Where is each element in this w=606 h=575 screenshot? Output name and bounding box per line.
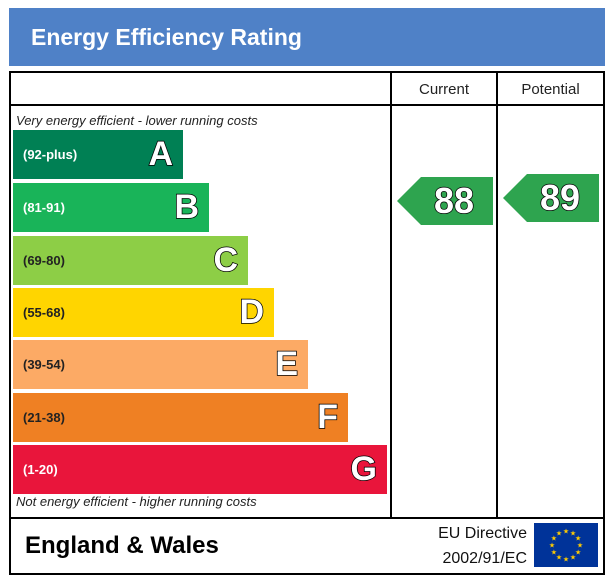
band-letter: C (213, 240, 239, 280)
directive-label: EU Directive (438, 525, 527, 542)
potential-column-header: Potential (521, 81, 580, 98)
header-divider (11, 104, 603, 106)
current-column-header: Current (418, 81, 470, 98)
band-range: (81-91) (23, 200, 65, 215)
star-icon: ★ (575, 535, 581, 543)
band-a: (92-plus) A (13, 130, 183, 179)
rating-chart: Current Potential Very energy efficient … (9, 71, 605, 575)
band-letter: A (148, 134, 174, 174)
star-icon: ★ (570, 554, 576, 562)
band-range: (39-54) (23, 357, 65, 372)
potential-rating-value: 89 (539, 176, 581, 219)
band-e: (39-54) E (13, 340, 308, 389)
star-icon: ★ (563, 528, 569, 536)
band-d: (55-68) D (13, 288, 274, 337)
region-label: England & Wales (25, 532, 219, 559)
star-icon: ★ (551, 549, 557, 557)
eu-stars: ★★★★★★★★★ ★ ★★ (549, 528, 583, 564)
page-title: Energy Efficiency Rating (9, 8, 605, 66)
band-letter: G (350, 449, 378, 489)
band-range: (1-20) (23, 462, 58, 477)
efficient-caption: Very energy efficient - lower running co… (16, 113, 258, 128)
band-g: (1-20) G (13, 445, 387, 494)
current-rating-value: 88 (433, 179, 475, 222)
band-letter: D (239, 292, 265, 332)
band-b: (81-91) B (13, 183, 209, 232)
inefficient-caption: Not energy efficient - higher running co… (16, 494, 257, 509)
arrow-shape (397, 177, 493, 225)
eu-flag-icon: ★ ★ ★ ★ ★ ★ ★ ★ ★ ★ ★ ★ (534, 523, 598, 567)
footer-divider (11, 517, 603, 519)
directive-number: 2002/91/EC (442, 550, 527, 567)
star-icon: ★ (556, 529, 562, 537)
band-range: (21-38) (23, 410, 65, 425)
current-rating-arrow: 88 (397, 177, 493, 225)
star-icon: ★ (556, 554, 562, 562)
arrow-shape (503, 174, 599, 222)
band-range: (92-plus) (23, 147, 78, 162)
star-icon: ★ (551, 535, 557, 543)
column-divider (390, 73, 392, 517)
band-f: (21-38) F (13, 393, 348, 442)
band-letter: F (316, 397, 338, 437)
band-range: (55-68) (23, 305, 65, 320)
star-icon: ★ (577, 542, 583, 550)
star-icon: ★ (575, 549, 581, 557)
band-range: (69-80) (23, 253, 65, 268)
star-icon: ★ (570, 529, 576, 537)
star-icon: ★ (549, 542, 555, 550)
band-letter: E (275, 344, 299, 384)
band-letter: B (174, 187, 200, 227)
column-divider (496, 73, 498, 517)
potential-rating-arrow: 89 (503, 174, 599, 222)
star-icon: ★ (563, 556, 569, 564)
band-c: (69-80) C (13, 236, 248, 285)
